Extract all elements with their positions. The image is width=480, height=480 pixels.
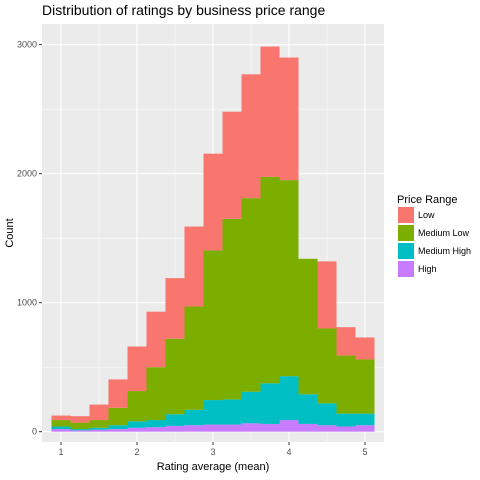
bar-low [165,278,185,339]
x-tick-label: 3 [210,447,215,457]
bar-medium-low [108,407,128,426]
bar-high [260,423,280,432]
bar-medium-high [70,429,90,431]
x-axis: 1 2 3 4 5 [58,442,368,457]
legend-key-medium-high [398,243,414,259]
bar-low [108,379,128,408]
bar-low [203,153,223,251]
bar-medium-high [241,391,261,424]
bar-medium-high [317,403,337,426]
bar-low [336,327,356,356]
bar-medium-high [336,413,356,427]
bar-medium-low [146,367,166,421]
y-axis-label: Count [4,218,16,247]
bar-low [184,226,204,307]
legend-label: High [418,264,437,274]
legend-key-medium-low [398,225,414,241]
bar-medium-low [51,420,71,427]
bar-medium-low [279,180,299,377]
bar-medium-low [165,338,185,415]
bar-low [89,404,109,421]
bar-medium-high [127,421,147,428]
bar-medium-low [355,359,375,414]
bar-low [279,57,299,181]
bar-high [165,425,185,432]
bar-low [146,311,166,368]
legend: Price Range Low Medium Low Medium High High [397,194,471,277]
bar-medium-high [203,400,223,425]
bar-medium-low [298,258,318,395]
bar-high [317,425,337,432]
x-tick-label: 2 [134,447,139,457]
bar-high [298,423,318,432]
bar-high [51,429,71,432]
y-tick-label: 0 [32,427,37,437]
bar-medium-low [222,218,242,400]
y-tick-label: 2000 [17,169,37,179]
bar-medium-low [89,420,109,428]
bar-medium-high [89,427,109,430]
bar-low [260,46,280,177]
bar-high [222,424,242,432]
bar-high [89,429,109,432]
chart-title: Distribution of ratings by business pric… [42,2,325,18]
bar-low [51,415,71,421]
bar-low [355,337,375,360]
legend-label: Medium High [418,246,471,256]
bar-medium-low [241,198,261,392]
bar-medium-low [70,422,90,430]
bar-medium-low [317,328,337,404]
bar-low [317,261,337,329]
bar-high [355,425,375,432]
bar-medium-high [222,399,242,425]
x-tick-label: 1 [58,447,63,457]
legend-key-high [398,261,414,277]
legend-title: Price Range [397,194,458,206]
bar-medium-high [184,409,204,426]
bar-high [336,426,356,432]
bar-medium-low [336,355,356,414]
x-tick-label: 4 [286,447,291,457]
bar-high [108,429,128,432]
bar-medium-high [51,426,71,430]
bar-medium-high [355,413,375,426]
bars [51,46,375,432]
y-tick-label: 3000 [17,40,37,50]
y-tick-label: 1000 [17,298,37,308]
bar-medium-high [146,420,166,428]
bar-medium-low [184,306,204,410]
bar-high [127,427,147,432]
bar-medium-low [203,250,223,401]
bar-low [70,416,90,423]
legend-label: Low [418,210,435,220]
bar-high [279,420,299,432]
bar-high [203,424,223,432]
bar-high [184,425,204,432]
bar-high [241,423,261,432]
x-tick-label: 5 [362,447,367,457]
bar-high [70,430,90,432]
bar-high [146,427,166,432]
bar-low [241,74,261,199]
y-axis: 0 1000 2000 3000 [17,40,42,437]
bar-medium-low [260,176,280,384]
legend-label: Medium Low [418,228,470,238]
bar-medium-high [298,394,318,424]
bar-medium-high [108,425,128,430]
bar-medium-low [127,391,147,422]
bar-medium-high [165,414,185,426]
x-axis-label: Rating average (mean) [157,461,270,473]
legend-key-low [398,207,414,223]
bar-low [127,346,147,392]
bar-medium-high [279,376,299,421]
bar-medium-high [260,383,280,424]
bar-low [222,111,242,219]
